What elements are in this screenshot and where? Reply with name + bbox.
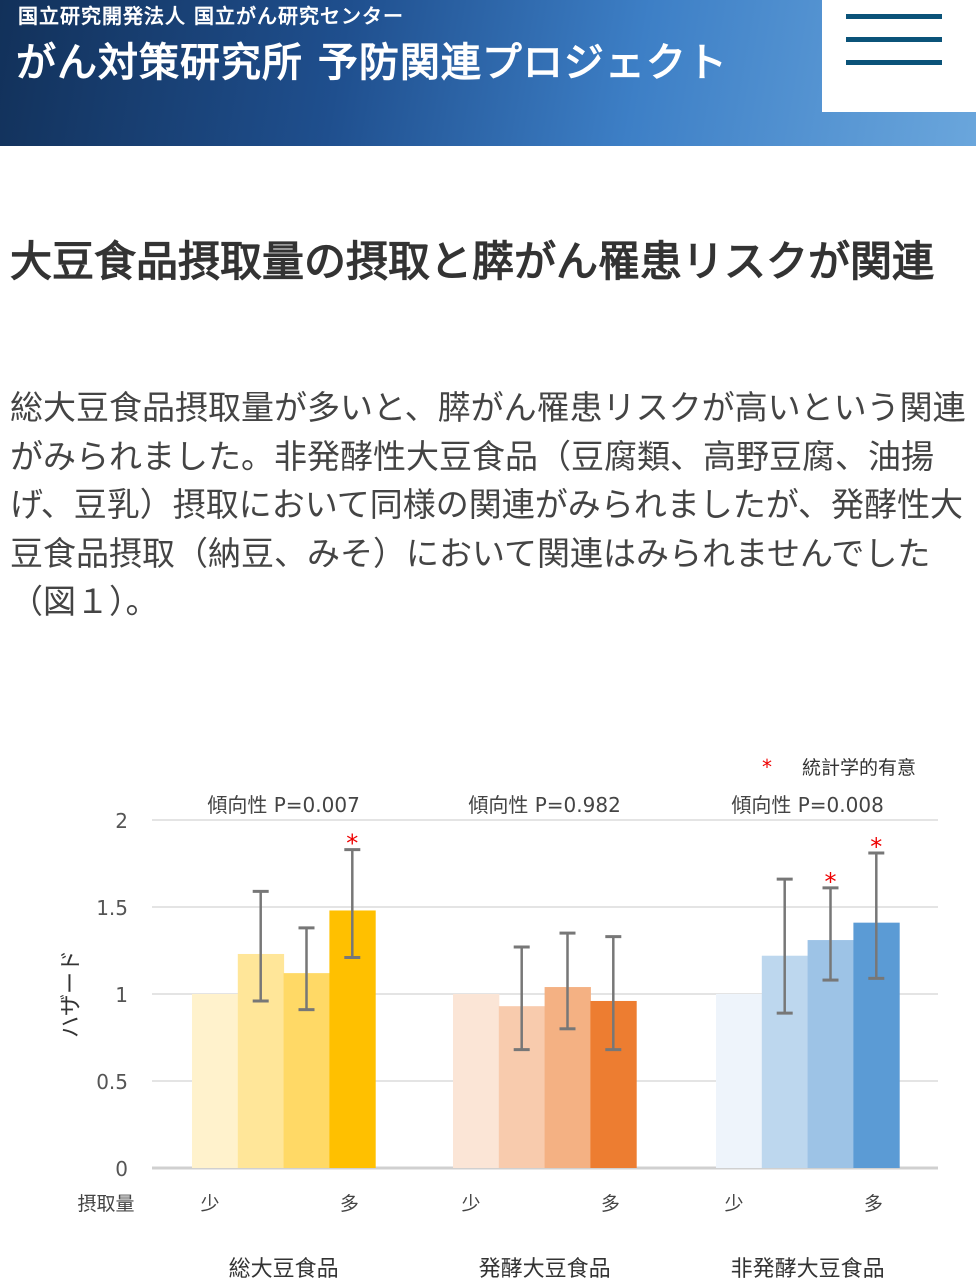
intake-row-label: 摂取量 — [77, 1193, 134, 1215]
y-tick-label: 0.5 — [96, 1070, 128, 1094]
significance-star-icon: * — [825, 868, 837, 896]
high-intake-label: 多 — [601, 1193, 620, 1215]
low-intake-label: 少 — [461, 1193, 480, 1215]
trend-p-value: 傾向性 P=0.008 — [731, 793, 883, 817]
significance-star-icon: * — [346, 830, 358, 858]
group-label: 発酵大豆食品 — [479, 1257, 611, 1278]
y-tick-label: 1 — [115, 983, 128, 1007]
y-tick-label: 1.5 — [96, 896, 128, 920]
article-body: 総大豆食品摂取量が多いと、膵がん罹患リスクが高いという関連がみられました。非発酵… — [10, 388, 966, 621]
significance-star-icon: * — [762, 755, 772, 779]
menu-button[interactable] — [822, 0, 976, 112]
low-intake-label: 少 — [724, 1193, 743, 1215]
y-tick-label: 0 — [115, 1157, 128, 1181]
low-intake-label: 少 — [200, 1193, 219, 1215]
org-name: 国立研究開発法人 国立がん研究センター — [18, 4, 404, 28]
bar — [192, 994, 239, 1168]
high-intake-label: 多 — [340, 1193, 359, 1215]
y-tick-label: 2 — [115, 809, 128, 833]
bar — [716, 994, 763, 1168]
site-header: 国立研究開発法人 国立がん研究センター がん対策研究所 予防関連プロジェクト — [0, 0, 976, 146]
group-label: 非発酵大豆食品 — [731, 1257, 885, 1278]
significance-star-icon: * — [870, 833, 882, 861]
group-label: 総大豆食品 — [229, 1257, 339, 1278]
trend-p-value: 傾向性 P=0.007 — [207, 793, 359, 817]
bar — [453, 994, 500, 1168]
site-title[interactable]: がん対策研究所 予防関連プロジェクト — [16, 40, 728, 86]
y-axis-label: ハザード — [59, 950, 84, 1038]
page-title: 大豆食品摂取量の摂取と膵がん罹患リスクが関連 — [10, 237, 935, 286]
trend-p-value: 傾向性 P=0.982 — [468, 793, 620, 817]
legend-significant: 統計学的有意 — [802, 757, 916, 779]
high-intake-label: 多 — [864, 1193, 883, 1215]
